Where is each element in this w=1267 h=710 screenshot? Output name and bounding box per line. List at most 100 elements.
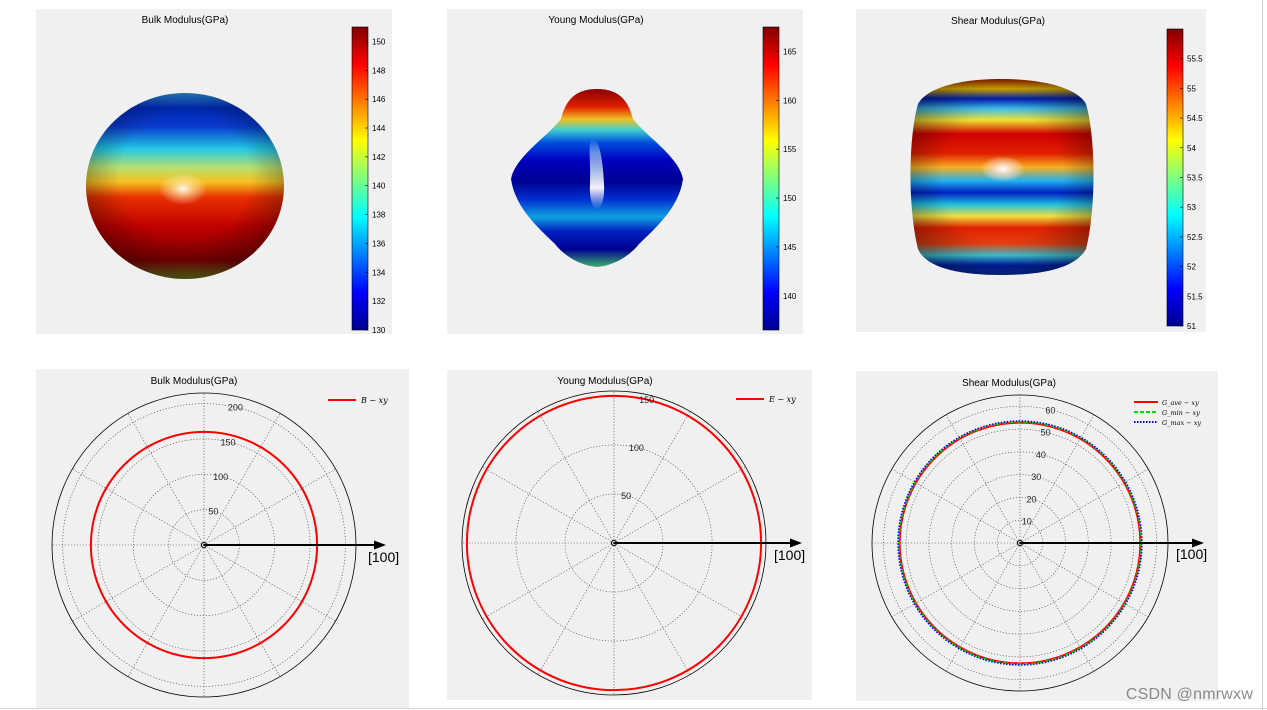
polar-tick-label: 50: [208, 506, 218, 516]
polar-grid-spoke: [482, 542, 615, 620]
polar-tick-label: 10: [1022, 517, 1032, 527]
polar-grid-spoke: [891, 542, 1021, 618]
chart-title: Young Modulus(GPa): [557, 376, 652, 387]
polar-tick-label: 150: [639, 395, 654, 405]
colorbar-tick-label: 142: [372, 153, 386, 162]
polar-tick-label: 20: [1026, 494, 1036, 504]
chart-title: Young Modulus(GPa): [548, 15, 643, 26]
direction-arrow-head: [1192, 538, 1204, 548]
bulk-surface-panel: Bulk Modulus(GPa) 130 132 134 136 138 140 142 1…: [36, 9, 392, 334]
polar-grid-spoke: [203, 544, 336, 622]
polar-grid-spoke: [72, 468, 205, 546]
legend-label: B − xy: [360, 396, 388, 405]
colorbar-tick-label: 52: [1187, 263, 1196, 272]
shear-polar-panel: Shear Modulus(GPa) 10 20 30 40 50 60 [100] G_av…: [856, 371, 1218, 701]
polar-grid-spoke: [203, 413, 281, 546]
young-surface-plot: Young Modulus(GPa) 140 145 150 155 160 165: [511, 15, 797, 331]
watermark: CSDN @nmrwxw: [1125, 686, 1253, 703]
polar-grid-spoke: [945, 414, 1021, 544]
colorbar-tick-label: 145: [783, 243, 797, 252]
polar-grid-spoke: [72, 544, 205, 622]
colorbar: [762, 26, 780, 331]
polar-grid-spoke: [1019, 468, 1149, 544]
surface-highlight: [589, 139, 605, 209]
chart-title: Bulk Modulus(GPa): [142, 15, 229, 26]
polar-grid-spoke: [127, 544, 205, 677]
polar-grid-spoke: [613, 411, 691, 544]
colorbar-tick-label: 146: [372, 95, 386, 104]
colorbar-tick-label: 138: [372, 211, 386, 220]
direction-label: [100]: [774, 547, 805, 563]
polar-grid-spoke: [1019, 414, 1095, 544]
colorbar-tick-label: 140: [372, 182, 386, 191]
polar-tick-label: 50: [621, 491, 631, 501]
surface-highlight: [981, 156, 1025, 182]
colorbar-tick-label: 140: [783, 292, 797, 301]
shear-surface-panel: Shear Modulus(GPa) 51 51.5 52 52.5 53 53.5 54 5…: [856, 9, 1206, 332]
colorbar-tick-label: 55.5: [1187, 55, 1203, 64]
colorbar-tick-label: 51: [1187, 322, 1196, 331]
polar-tick-label: 100: [629, 443, 644, 453]
colorbar-tick-label: 54.5: [1187, 114, 1203, 123]
colorbar-tick-label: 160: [783, 96, 797, 105]
colorbar-tick-label: 53: [1187, 203, 1196, 212]
direction-label: [100]: [1176, 546, 1207, 562]
polar-tick-label: 100: [213, 472, 228, 482]
colorbar-tick-label: 51.5: [1187, 292, 1203, 301]
polar-tick-label: 150: [221, 437, 236, 447]
polar-grid-spoke: [891, 468, 1021, 544]
colorbar-tick-label: 144: [372, 124, 386, 133]
young-polar-plot: Young Modulus(GPa) 50 100 150 [100] E − xy: [461, 376, 805, 696]
legend-label: G_max − xy: [1162, 419, 1201, 427]
direction-label: [100]: [368, 549, 399, 565]
legend-label: G_ave − xy: [1162, 399, 1199, 407]
young-surface-panel: Young Modulus(GPa) 140 145 150 155 160 165: [447, 9, 803, 334]
colorbar-tick-label: 155: [783, 145, 797, 154]
polar-tick-label: 60: [1045, 405, 1055, 415]
legend-label: E − xy: [768, 395, 796, 404]
polar-grid-spoke: [613, 542, 746, 620]
polar-grid-spoke: [613, 542, 691, 675]
colorbar: [351, 26, 369, 331]
colorbar-tick-label: 148: [372, 66, 386, 75]
polar-tick-label: 50: [1041, 428, 1051, 438]
colorbar-tick-label: 55: [1187, 84, 1196, 93]
divider: [1262, 0, 1263, 710]
legend-label: G_min − xy: [1162, 409, 1200, 417]
direction-arrow-head: [790, 538, 802, 548]
polar-tick-label: 40: [1036, 450, 1046, 460]
bulk-polar-panel: Bulk Modulus(GPa) 50 100 150 200 [100] B − xy: [36, 369, 409, 708]
polar-grid-spoke: [1019, 542, 1149, 618]
colorbar-tick-label: 53.5: [1187, 174, 1203, 183]
chart-title: Bulk Modulus(GPa): [151, 376, 238, 387]
polar-grid-spoke: [537, 411, 615, 544]
polar-grid-spoke: [203, 468, 336, 546]
shear-surface-plot: Shear Modulus(GPa) 51 51.5 52 52.5 53 53.5 54 5…: [910, 16, 1203, 331]
bulk-polar-plot: Bulk Modulus(GPa) 50 100 150 200 [100] B − xy: [51, 376, 399, 698]
polar-grid-spoke: [127, 413, 205, 546]
polar-grid-spoke: [482, 466, 615, 544]
polar-grid-spoke: [537, 542, 615, 675]
shear-polar-plot: Shear Modulus(GPa) 10 20 30 40 50 60 [100] G_av…: [871, 378, 1207, 692]
colorbar-tick-label: 150: [372, 37, 386, 46]
colorbar-tick-label: 134: [372, 268, 386, 277]
colorbar-tick-label: 130: [372, 326, 386, 334]
polar-grid-spoke: [203, 544, 281, 677]
chart-title: Shear Modulus(GPa): [951, 16, 1045, 27]
polar-grid-spoke: [613, 466, 746, 544]
colorbar-tick-label: 150: [783, 194, 797, 203]
polar-tick-label: 200: [228, 403, 243, 413]
colorbar-tick-label: 136: [372, 239, 386, 248]
polar-grid-spoke: [945, 542, 1021, 672]
polar-tick-label: 30: [1031, 472, 1041, 482]
polar-grid-spoke: [1019, 542, 1095, 672]
direction-arrow-head: [374, 540, 386, 550]
colorbar-tick-label: 132: [372, 297, 386, 306]
chart-title: Shear Modulus(GPa): [962, 378, 1056, 389]
colorbar-tick-label: 165: [783, 47, 797, 56]
colorbar-tick-label: 52.5: [1187, 233, 1203, 242]
young-polar-panel: Young Modulus(GPa) 50 100 150 [100] E − xy: [447, 370, 812, 700]
divider: [0, 708, 1267, 709]
bulk-surface-plot: Bulk Modulus(GPa) 130 132 134 136 138 140 142 1…: [86, 15, 386, 334]
colorbar-tick-label: 54: [1187, 144, 1196, 153]
